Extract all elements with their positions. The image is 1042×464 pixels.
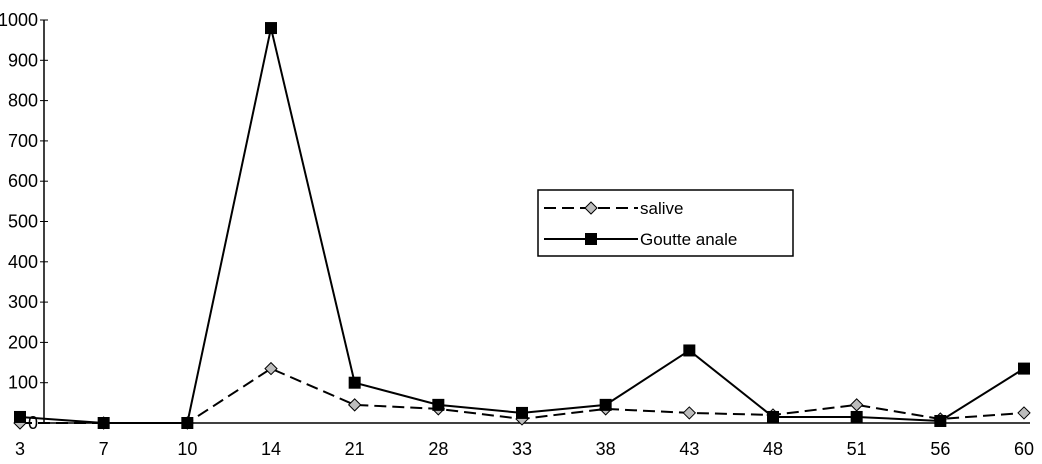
y-tick-label: 300 — [8, 292, 38, 312]
y-tick-label: 400 — [8, 252, 38, 272]
y-tick-label: 0 — [28, 413, 38, 433]
y-tick-label: 200 — [8, 332, 38, 352]
y-tick-label: 800 — [8, 91, 38, 111]
legend-box — [537, 189, 794, 257]
y-tick-label: 700 — [8, 131, 38, 151]
x-tick-label: 21 — [345, 439, 365, 459]
data-point-diamond — [1017, 406, 1031, 420]
x-axis: 3 7 10 14 21 28 33 38 43 48 51 56 60 — [15, 422, 1034, 459]
legend-entry: salive — [544, 199, 683, 218]
x-tick-label: 38 — [596, 439, 616, 459]
data-point-diamond — [849, 398, 864, 412]
series-salive — [13, 361, 1031, 430]
data-point-square — [683, 344, 696, 357]
x-tick-label: 10 — [177, 439, 197, 459]
data-point-diamond — [347, 398, 362, 412]
x-tick-label: 14 — [261, 439, 281, 459]
data-point-square — [432, 398, 445, 411]
x-tick-label: 48 — [763, 439, 783, 459]
legend-label: salive — [640, 199, 683, 218]
data-point-square — [97, 417, 110, 429]
y-tick-label: 900 — [8, 50, 38, 70]
data-point-square — [599, 398, 612, 411]
legend-entry: Goutte anale — [544, 230, 737, 249]
y-tick-label: 1000 — [0, 10, 38, 30]
x-tick-label: 33 — [512, 439, 532, 459]
data-point-square — [181, 417, 194, 429]
series-goutte-anale — [14, 22, 1030, 429]
data-point-square — [850, 410, 863, 423]
y-tick-label: 500 — [8, 212, 38, 232]
data-point-square — [348, 376, 361, 389]
data-point-square — [14, 410, 26, 423]
legend-marker-diamond — [584, 201, 598, 215]
data-point-square — [767, 410, 779, 423]
data-point-square — [516, 406, 528, 419]
x-tick-label: 51 — [847, 439, 867, 459]
x-tick-label: 3 — [15, 439, 25, 459]
x-tick-label: 60 — [1014, 439, 1034, 459]
x-tick-label: 28 — [428, 439, 448, 459]
series-line — [19, 27, 1025, 424]
data-point-diamond — [264, 361, 278, 376]
legend-label: Goutte anale — [640, 230, 737, 249]
y-axis: 0 100 200 300 400 500 600 700 800 900 1000 — [0, 10, 48, 433]
series-layer — [13, 22, 1031, 430]
y-tick-label: 600 — [8, 171, 38, 191]
x-tick-label: 43 — [679, 439, 699, 459]
data-point-square — [1018, 362, 1030, 375]
data-point-diamond — [682, 406, 697, 420]
data-point-square — [265, 22, 277, 35]
data-point-square — [934, 414, 947, 427]
x-tick-label: 56 — [930, 439, 950, 459]
legend: salive Goutte anale — [537, 189, 794, 257]
legend-marker-square — [585, 233, 597, 245]
x-tick-label: 7 — [99, 439, 109, 459]
y-tick-label: 100 — [8, 373, 38, 393]
